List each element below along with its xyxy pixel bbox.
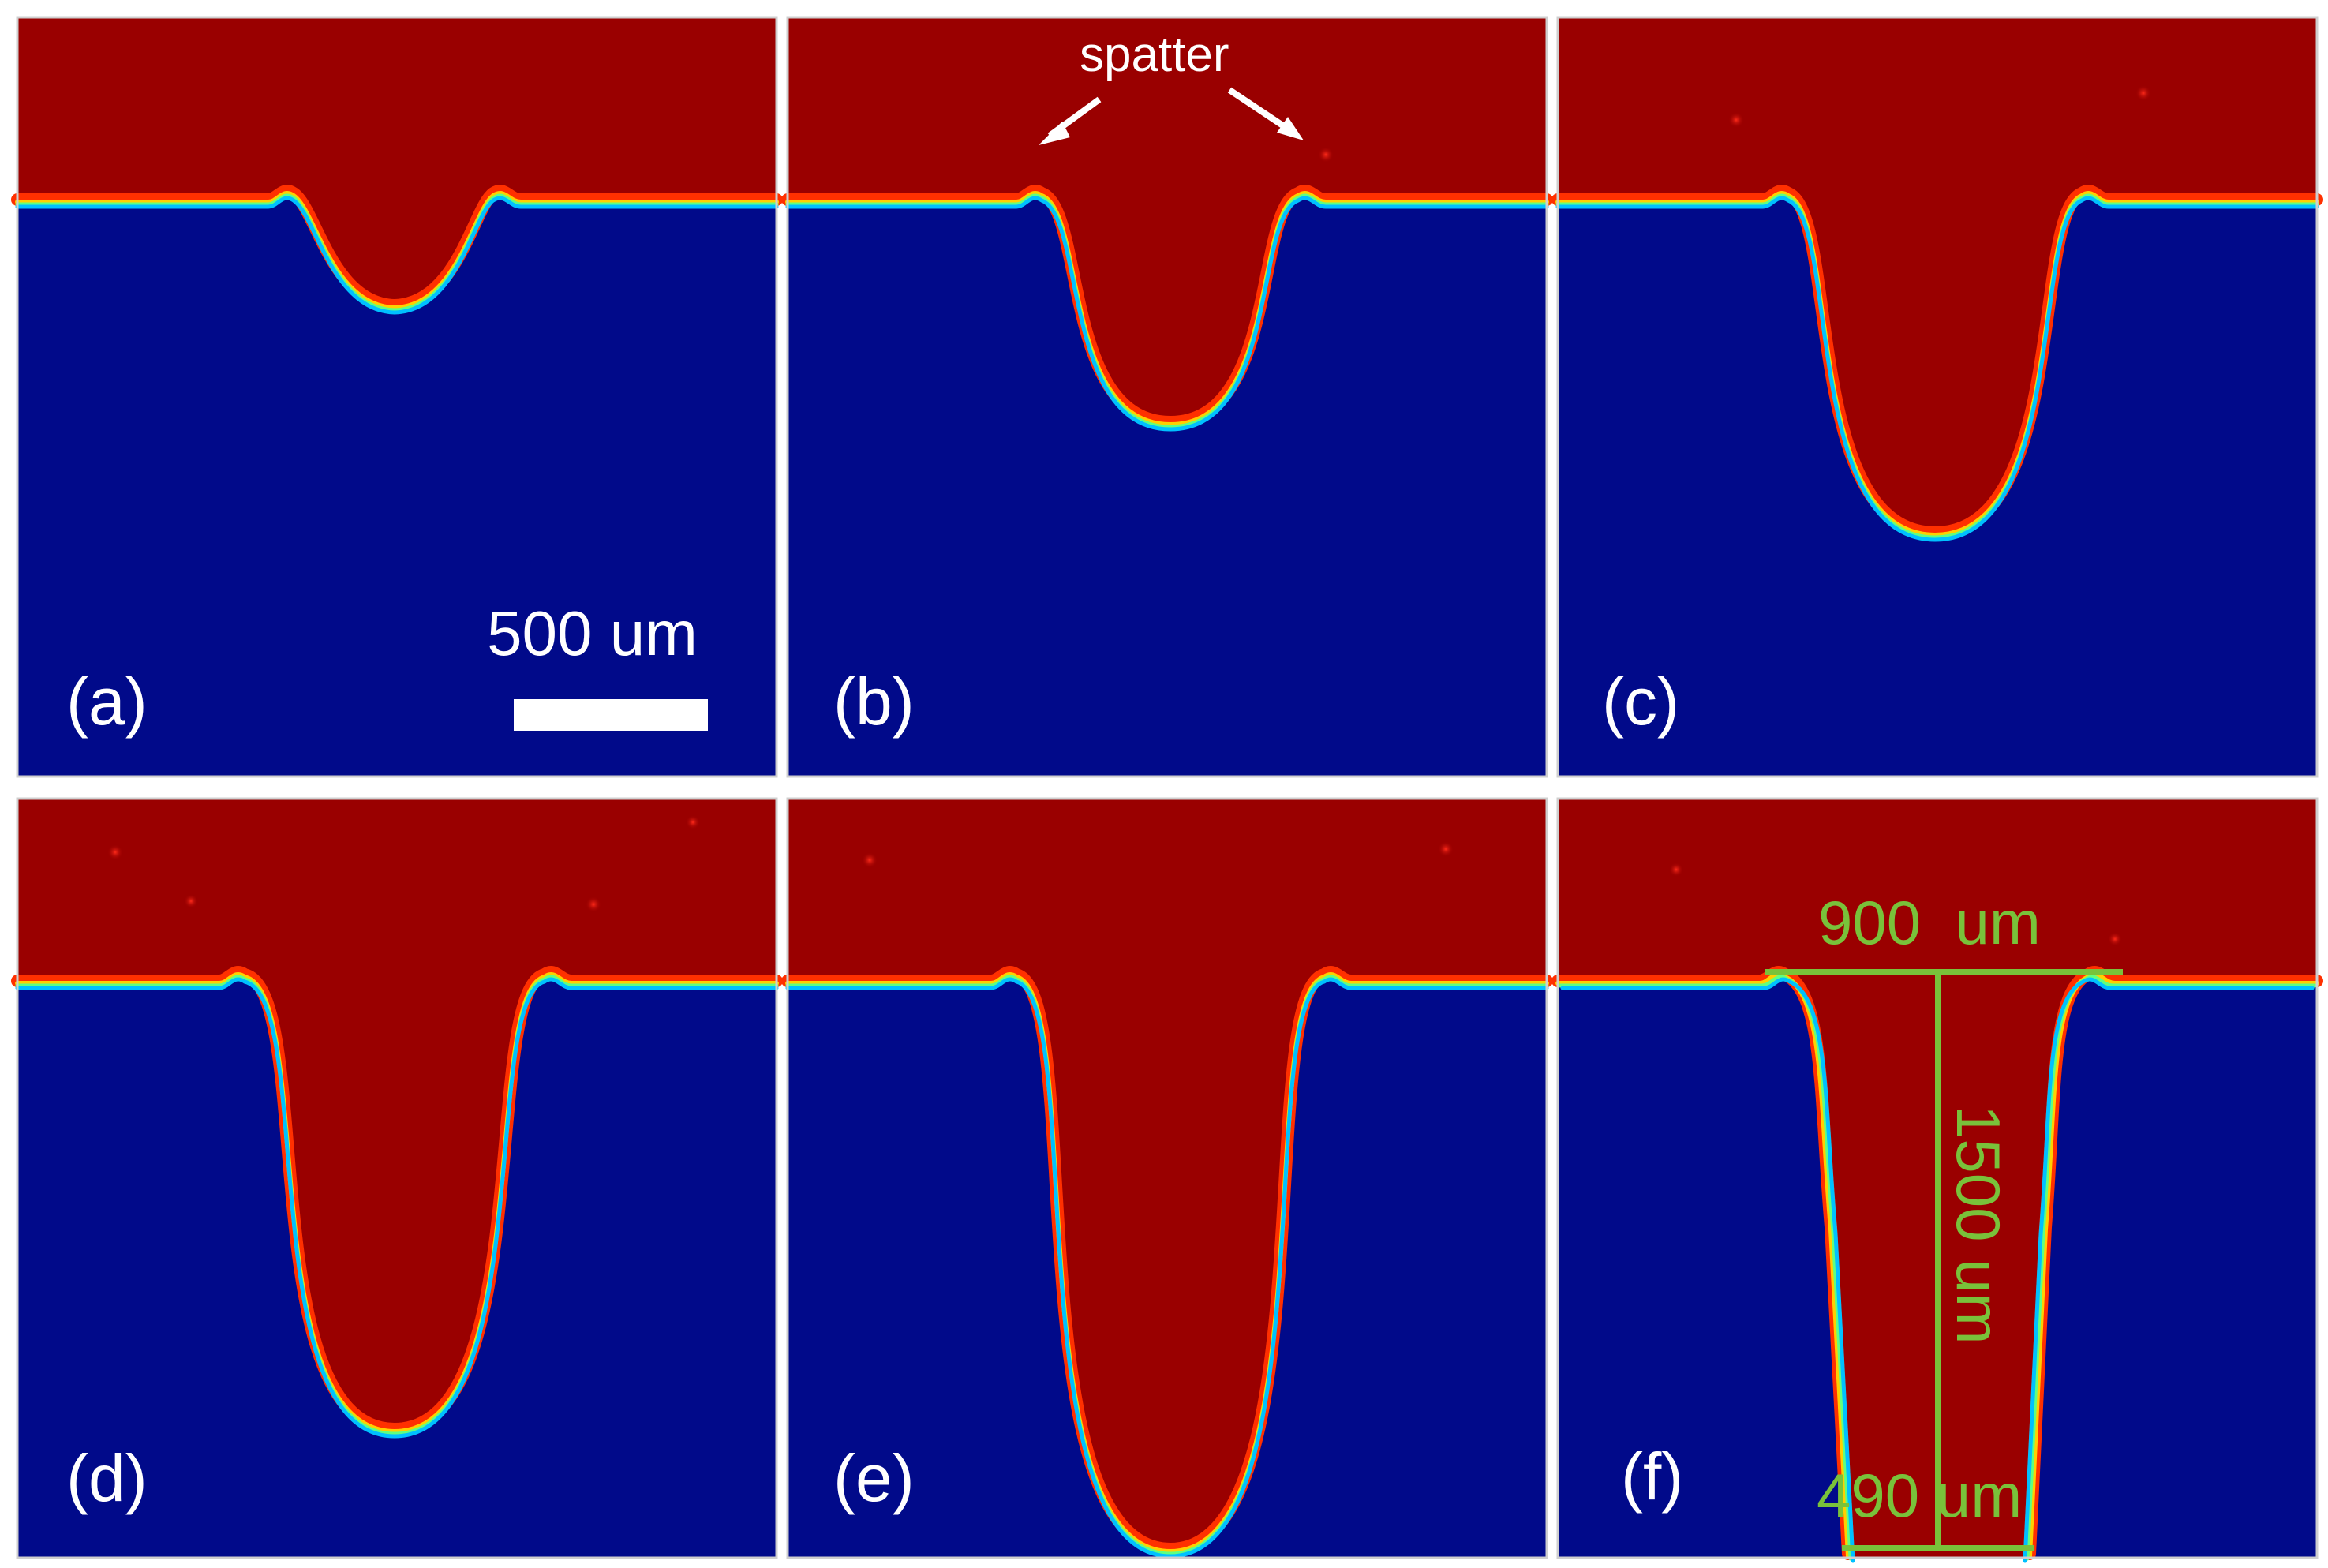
bottom-width-label: 490 um — [1817, 1461, 2022, 1530]
depth-label: 1500 um — [1944, 1105, 2013, 1345]
spatter-droplet — [1669, 863, 1683, 877]
panel-a: (a) 500 um — [11, 16, 783, 778]
scale-bar — [514, 699, 708, 731]
panel-border — [1556, 16, 2319, 778]
spatter-arrow-left — [1039, 96, 1102, 145]
spatter-droplet — [107, 844, 123, 860]
vapor-region — [17, 799, 777, 1433]
vapor-region — [1558, 17, 2317, 537]
interface-line — [1551, 185, 2323, 542]
spatter-droplet — [686, 815, 700, 829]
panel-e: (e) — [781, 797, 1553, 1559]
spatter-droplet — [586, 896, 601, 912]
interface-line — [781, 966, 1553, 1559]
panel-b: (b) spatter — [781, 16, 1553, 778]
panel-label: (a) — [66, 664, 148, 739]
panel-label: (d) — [66, 1441, 148, 1515]
spatter-droplet — [862, 852, 878, 868]
spatter-arrow-right — [1227, 87, 1304, 140]
panel-d: (d) — [11, 797, 783, 1559]
spatter-droplet — [2108, 932, 2122, 946]
interface-line — [1551, 966, 2323, 1563]
interface-line — [11, 185, 783, 315]
scale-bar-label: 500 um — [487, 598, 698, 668]
vapor-region — [788, 799, 1547, 1553]
vapor-region — [788, 17, 1547, 426]
interface-line — [11, 966, 783, 1439]
spatter-droplet — [1728, 112, 1744, 128]
panel-label: (c) — [1602, 664, 1679, 739]
panel-label: (b) — [833, 664, 915, 739]
measurement-lines — [1765, 969, 2123, 1551]
panel-label: (e) — [833, 1441, 915, 1515]
panel-border — [786, 16, 1548, 778]
top-width-label: 900 um — [1818, 888, 2041, 957]
spatter-droplet — [1318, 147, 1334, 163]
spatter-droplet — [184, 894, 198, 908]
spatter-droplet — [2135, 85, 2151, 101]
panel-c: (c) — [1551, 16, 2323, 778]
panel-border — [786, 797, 1548, 1559]
vapor-region — [17, 17, 777, 309]
panel-label: (f) — [1621, 1439, 1683, 1514]
panel-f: 900 um 1500 um 490 um (f) — [1551, 797, 2323, 1563]
spatter-droplet — [1438, 841, 1454, 857]
panel-border — [16, 16, 778, 778]
spatter-label: spatter — [1080, 28, 1229, 82]
panel-border — [1556, 797, 2319, 1559]
interface-line — [781, 185, 1553, 432]
panel-border — [16, 797, 778, 1559]
